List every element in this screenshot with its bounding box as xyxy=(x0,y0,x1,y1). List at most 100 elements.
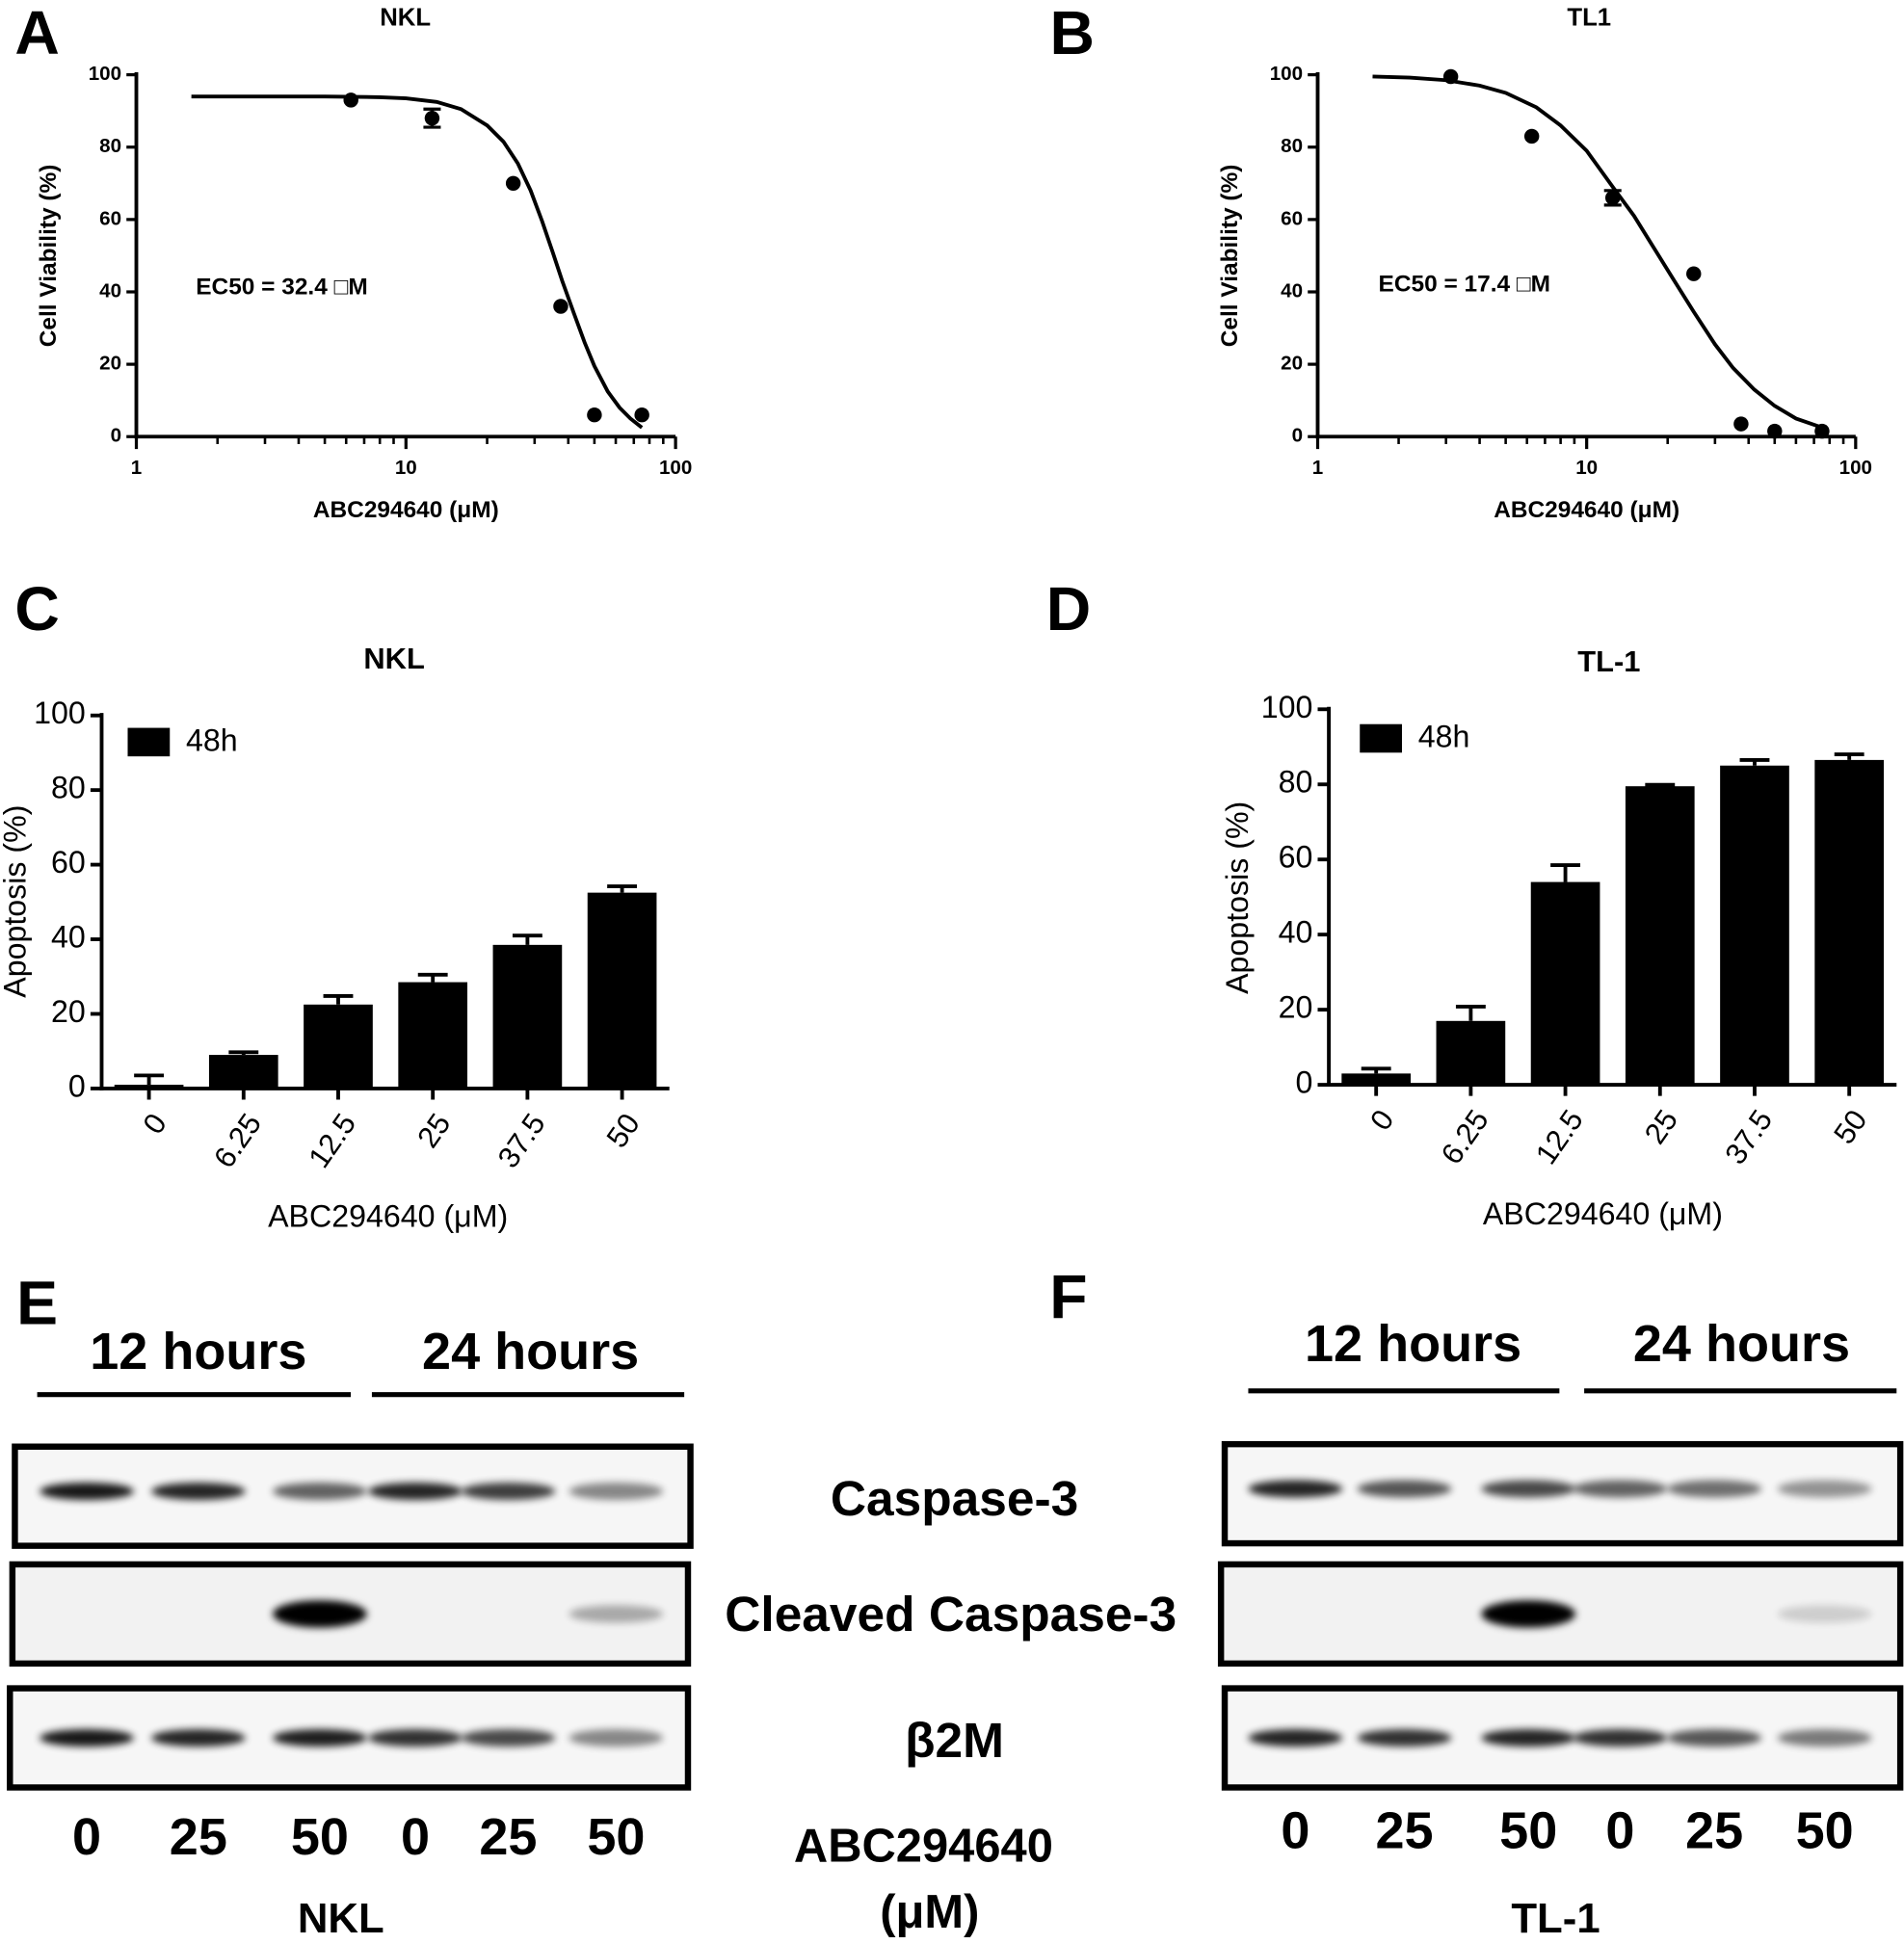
blot-frame xyxy=(12,1443,694,1549)
y-axis-label: Cell Viability (%) xyxy=(1217,165,1243,348)
y-tick-label: 60 xyxy=(99,207,121,229)
legend-label: 48h xyxy=(186,723,238,758)
blot-band xyxy=(150,1483,246,1501)
lane-label: 25 xyxy=(170,1808,227,1866)
error-bar xyxy=(1361,1066,1391,1074)
panel-letter: C xyxy=(14,574,59,644)
lane-label: 0 xyxy=(72,1808,101,1866)
data-point xyxy=(1733,416,1749,432)
legend-swatch xyxy=(1360,723,1402,753)
x-axis-label: ABC294640 (μM) xyxy=(1483,1196,1723,1231)
bar xyxy=(114,1085,184,1089)
annotation: EC50 = 32.4 □M xyxy=(196,274,367,300)
y-tick-label: 100 xyxy=(34,696,86,730)
blot-band xyxy=(461,1483,556,1501)
y-axis-label: Apoptosis (%) xyxy=(0,805,33,998)
time-label: 12 hours xyxy=(90,1323,306,1380)
error-bar xyxy=(1550,863,1581,882)
panel-letter: D xyxy=(1046,574,1091,644)
error-bar xyxy=(607,884,638,893)
y-tick-label: 20 xyxy=(1281,353,1303,375)
bar xyxy=(1720,765,1789,1086)
x-axis-label: ABC294640 (μM) xyxy=(268,1199,508,1234)
x-tick-label: 37.5 xyxy=(491,1107,552,1173)
time-label: 24 hours xyxy=(422,1323,639,1380)
lane-label: 0 xyxy=(401,1808,430,1866)
data-point xyxy=(1686,266,1702,281)
blot-band xyxy=(273,1600,367,1628)
error-bar xyxy=(1645,782,1676,787)
band-label: β2M xyxy=(905,1712,1004,1768)
blot-band xyxy=(1248,1480,1343,1498)
x-tick-label: 0 xyxy=(136,1107,173,1140)
bar xyxy=(1814,759,1885,1086)
bar xyxy=(208,1055,278,1089)
blot-band xyxy=(273,1483,367,1501)
chart-title: NKL xyxy=(363,642,424,675)
y-tick-label: 60 xyxy=(1279,840,1313,875)
x-tick-label: 100 xyxy=(659,457,692,479)
blot-band xyxy=(1667,1480,1762,1498)
blot-band xyxy=(569,1729,664,1747)
y-tick-label: 20 xyxy=(51,994,86,1029)
y-tick-label: 60 xyxy=(51,845,86,880)
error-bar xyxy=(1455,1005,1486,1021)
error-bar xyxy=(134,1073,165,1086)
blot-band xyxy=(1777,1480,1872,1498)
blot-band xyxy=(1357,1480,1452,1498)
bar xyxy=(398,982,468,1089)
x-tick-label: 12.5 xyxy=(302,1107,362,1173)
chart-title: TL1 xyxy=(1567,5,1611,32)
y-tick-label: 80 xyxy=(51,771,86,805)
y-tick-label: 60 xyxy=(1281,207,1303,229)
x-tick-label: 100 xyxy=(1839,457,1872,479)
band-label: Caspase-3 xyxy=(831,1470,1078,1526)
y-tick-label: 40 xyxy=(1279,915,1313,950)
blot-band xyxy=(1777,1605,1872,1623)
y-tick-label: 40 xyxy=(99,279,121,302)
y-tick-label: 0 xyxy=(1295,1065,1312,1100)
lane-label: 25 xyxy=(1685,1802,1743,1860)
bar xyxy=(1625,786,1695,1086)
legend-swatch xyxy=(127,727,171,757)
x-tick-label: 37.5 xyxy=(1718,1104,1779,1170)
lane-label: 50 xyxy=(587,1808,645,1866)
blot-frame xyxy=(1221,1685,1904,1791)
data-point xyxy=(1605,190,1621,206)
panel-letter: F xyxy=(1049,1262,1087,1331)
lane-label: 50 xyxy=(1796,1802,1854,1860)
y-tick-label: 20 xyxy=(99,353,121,375)
lane-label: 25 xyxy=(1376,1802,1434,1860)
x-tick-label: 6.25 xyxy=(207,1107,268,1173)
fit-curve xyxy=(191,94,644,430)
cell-line-label: TL-1 xyxy=(1511,1895,1600,1942)
blot-frame xyxy=(7,1685,692,1791)
blot-band xyxy=(569,1483,664,1501)
x-tick-label: 10 xyxy=(1575,457,1598,479)
x-axis-label: ABC294640 (μM) xyxy=(313,497,499,523)
blot-band xyxy=(1481,1729,1576,1747)
blot-band xyxy=(461,1729,556,1747)
y-tick-label: 100 xyxy=(1270,63,1303,85)
bar xyxy=(304,1004,373,1089)
error-bar xyxy=(417,972,448,983)
lane-label: 50 xyxy=(291,1808,349,1866)
blot-band xyxy=(1573,1480,1668,1498)
blot-band xyxy=(569,1605,664,1623)
x-tick-label: 25 xyxy=(410,1107,457,1153)
blot-band xyxy=(1777,1729,1872,1747)
error-bar xyxy=(323,993,354,1005)
y-tick-label: 0 xyxy=(1292,425,1303,447)
data-point xyxy=(1767,423,1783,439)
chart-title: TL-1 xyxy=(1577,644,1640,678)
cell-line-label: NKL xyxy=(298,1895,384,1942)
x-tick-label: 6.25 xyxy=(1435,1104,1495,1170)
lane-label: 0 xyxy=(1605,1802,1634,1860)
data-point xyxy=(343,92,358,108)
blot-band xyxy=(150,1729,246,1747)
blot-band xyxy=(1573,1729,1668,1747)
error-bar xyxy=(1739,757,1770,766)
legend-label: 48h xyxy=(1418,720,1470,754)
blot-band xyxy=(40,1483,134,1501)
